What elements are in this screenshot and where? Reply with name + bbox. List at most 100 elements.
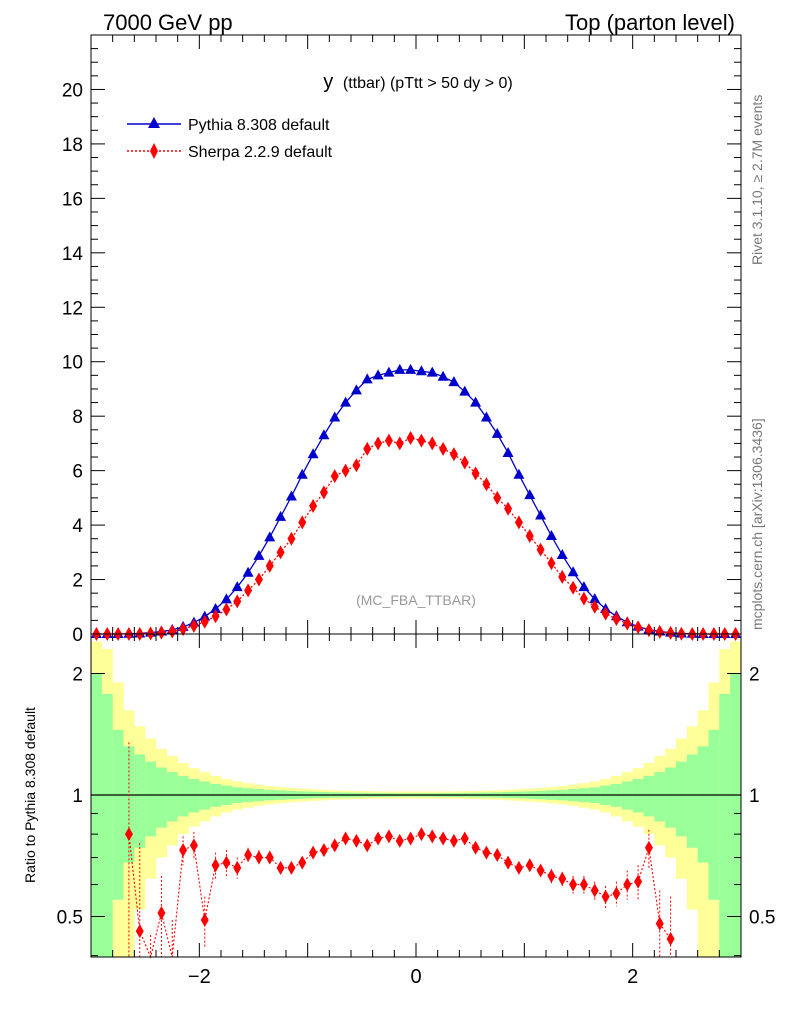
ratio-sherpa-point — [569, 877, 578, 892]
pythia-point — [589, 593, 601, 604]
ratio-sherpa-point — [406, 831, 415, 846]
sherpa-point — [330, 469, 339, 484]
pythia-point — [405, 363, 417, 374]
sherpa-point — [374, 436, 383, 451]
pythia-point — [210, 602, 222, 613]
ratio-sherpa-point — [352, 833, 361, 848]
sherpa-point — [200, 614, 209, 629]
ratio-sherpa-point — [265, 850, 274, 865]
ratio-series-layer — [124, 742, 675, 959]
ratio-band-inner — [719, 693, 731, 957]
main-y-tick-label: 0 — [72, 625, 83, 646]
pythia-point — [448, 376, 460, 387]
sherpa-point — [504, 501, 513, 516]
pythia-point — [545, 529, 557, 540]
sherpa-point — [168, 624, 177, 639]
sherpa-point — [341, 463, 350, 478]
ratio-sherpa-point — [579, 877, 588, 892]
main-y-tick-label: 14 — [62, 244, 84, 265]
ratio-sherpa-point — [644, 840, 653, 855]
ratio-band-inner — [123, 746, 135, 863]
ratio-band-inner — [632, 779, 644, 813]
pythia-point — [480, 411, 492, 422]
ratio-sherpa-point — [449, 833, 458, 848]
ratio-band-inner — [676, 761, 688, 837]
pythia-point — [459, 385, 471, 396]
ratio-sherpa-point — [254, 850, 263, 865]
ratio-y-tick-label: 1 — [749, 786, 760, 807]
sherpa-point — [211, 609, 220, 624]
pythia-point — [383, 366, 395, 377]
pythia-point — [426, 366, 438, 377]
sherpa-point — [276, 545, 285, 560]
ratio-sherpa-point — [363, 838, 372, 853]
ratio-sherpa-line — [128, 833, 672, 959]
sherpa-point — [222, 602, 231, 617]
ratio-y-tick-label: 0.5 — [57, 908, 83, 929]
mcplots-side-text: mcplots.cern.ch [arXiv:1306.3436] — [749, 418, 765, 630]
sherpa-point — [547, 556, 556, 571]
ratio-x-tick-label: 0 — [410, 966, 421, 988]
sherpa-point — [439, 441, 448, 456]
ratio-y-axis-label: Ratio to Pythia 8.308 default — [22, 707, 38, 883]
sherpa-point — [157, 625, 166, 640]
ratio-band-inner — [101, 693, 113, 957]
sherpa-point — [460, 455, 469, 470]
legend-entry-sherpa: Sherpa 2.2.9 default — [127, 143, 333, 161]
legend-diamond-marker-icon — [150, 143, 158, 159]
sherpa-point — [395, 436, 404, 451]
ratio-band-inner — [730, 673, 742, 957]
ratio-sherpa-point — [590, 883, 599, 898]
pythia-point — [340, 396, 352, 407]
sherpa-point — [525, 528, 534, 543]
ratio-sherpa-point — [558, 871, 567, 886]
header-right-label: Top (parton level) — [565, 10, 735, 35]
main-y-tick-label: 4 — [72, 516, 83, 537]
sherpa-point — [146, 626, 155, 641]
ratio-uncertainty-bands — [91, 641, 742, 957]
ratio-sherpa-point — [439, 831, 448, 846]
sherpa-point — [655, 624, 664, 639]
sherpa-point — [244, 583, 253, 598]
ratio-band-inner — [665, 767, 677, 828]
pythia-point — [275, 510, 287, 521]
pythia-point — [437, 370, 449, 381]
ratio-band-inner — [177, 775, 189, 817]
ratio-sherpa-point — [536, 863, 545, 878]
pythia-point — [524, 489, 536, 500]
plot-title: y (ttbar) (pTtt > 50 dy > 0) — [323, 71, 512, 93]
sherpa-point — [471, 466, 480, 481]
ratio-y-ticks: 0.5 0.5 1 1 2 2 — [57, 665, 775, 957]
ratio-sherpa-point — [601, 889, 610, 904]
ratio-x-ticks: −2 0 2 — [90, 634, 742, 988]
sherpa-point — [590, 599, 599, 614]
analysis-watermark: (MC_FBA_TTBAR) — [356, 592, 476, 608]
sherpa-point — [319, 485, 328, 500]
ratio-x-tick-label: −2 — [188, 966, 211, 988]
legend: Pythia 8.308 default Sherpa 2.2.9 defaul… — [127, 117, 333, 161]
ratio-sherpa-point — [298, 855, 307, 870]
sherpa-point — [493, 490, 502, 505]
sherpa-point — [569, 580, 578, 595]
pythia-point — [513, 468, 525, 479]
main-panel: 0 2 4 6 8 10 12 14 16 18 20 y (ttbar) (pTtt > 50 d… — [62, 34, 742, 646]
ratio-sherpa-point — [200, 913, 209, 928]
sherpa-point — [666, 625, 675, 640]
legend-triangle-marker-icon — [148, 117, 160, 128]
ratio-sherpa-point — [504, 855, 513, 870]
main-y-tick-label: 8 — [72, 407, 83, 428]
ratio-sherpa-point — [460, 831, 469, 846]
ratio-sherpa-point — [428, 829, 437, 844]
ratio-band-inner — [686, 754, 698, 848]
sherpa-point — [428, 436, 437, 451]
pythia-point — [231, 581, 243, 592]
pythia-point — [556, 549, 568, 560]
pythia-point — [220, 593, 232, 604]
ratio-panel: 0.5 0.5 1 1 2 2 −2 0 2 Ratio to Pythia 8.308 de… — [22, 633, 775, 988]
ratio-sherpa-point — [319, 843, 328, 858]
pythia-point — [242, 566, 254, 577]
sherpa-point — [179, 622, 188, 637]
legend-entry-pythia: Pythia 8.308 default — [127, 117, 330, 134]
ratio-y-tick-label: 1 — [72, 786, 83, 807]
